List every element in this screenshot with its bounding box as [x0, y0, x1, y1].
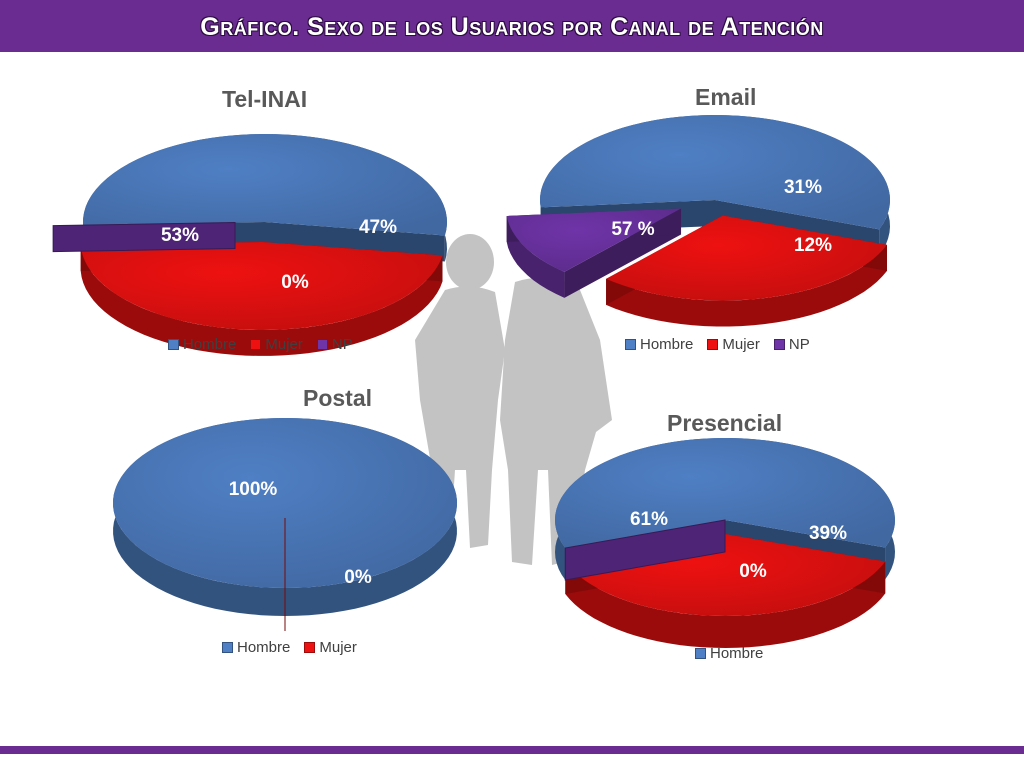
legend-label: Hombre [710, 645, 764, 662]
pie-plot [52, 134, 448, 356]
legend-label: Mujer [265, 336, 303, 353]
chart-postal: Postal Hombre Mujer 100% 0% [100, 385, 520, 675]
legend-label: Hombre [640, 336, 694, 353]
legend-swatch [222, 642, 233, 653]
legend-label: Mujer [319, 639, 357, 656]
legend-label: Mujer [722, 336, 760, 353]
data-label-hombre: 53% [160, 225, 200, 246]
chart-legend: Hombre Mujer [222, 639, 357, 656]
chart-email: Email Hombre Mujer NP 57 % 31% 12% [506, 80, 955, 370]
legend-item-mujer: Mujer [250, 336, 303, 353]
legend-item-mujer: Mujer [707, 336, 760, 353]
legend-swatch [625, 339, 636, 350]
legend-label: NP [331, 336, 353, 353]
legend-label: Hombre [237, 639, 291, 656]
legend-item-mujer: Mujer [304, 639, 357, 656]
page-title: Gráfico. Sexo de los Usuarios por Canal … [200, 13, 824, 41]
chart-title: Presencial [667, 410, 783, 436]
legend-label: Hombre [183, 336, 237, 353]
legend-item-np: NP [316, 336, 353, 353]
pie-slice-np [564, 519, 726, 581]
legend-swatch [304, 642, 316, 653]
pie-plot [506, 114, 890, 327]
data-label-mujer: 0% [344, 567, 372, 588]
legend-label: NP [788, 336, 810, 353]
pie-slice-np [506, 208, 682, 298]
data-label-hombre: 61% [629, 509, 669, 530]
data-label-np: 12% [793, 235, 833, 256]
legend-swatch [707, 339, 719, 350]
data-label-np: 0% [739, 561, 767, 582]
legend-swatch [168, 339, 179, 350]
pie-plot [113, 418, 457, 631]
legend-swatch [773, 339, 785, 350]
chart-presencial: Presencial Hombre 61% 39% 0% [540, 410, 960, 680]
pie-plot [555, 438, 895, 648]
data-label-mujer: 47% [358, 217, 398, 238]
header-bar: Gráfico. Sexo de los Usuarios por Canal … [0, 0, 1024, 52]
legend-swatch [695, 648, 706, 659]
pie-slice-mujer [606, 215, 887, 327]
pie-slice-hombre [113, 418, 457, 616]
chart-legend: Hombre Mujer NP [625, 336, 810, 353]
legend-item-hombre: Hombre [168, 336, 236, 353]
legend-item-hombre: Hombre [625, 336, 693, 353]
data-label-mujer: 31% [783, 177, 823, 198]
chart-tel-inai: Tel-INAI Hombre Mujer NP 53% 47% 0% [52, 80, 500, 370]
legend-item-hombre: Hombre [695, 645, 763, 662]
legend-swatch [316, 339, 328, 350]
legend-item-np: NP [773, 336, 810, 353]
chart-title: Email [695, 84, 757, 110]
data-label-hombre: 100% [228, 479, 278, 500]
chart-title: Tel-INAI [222, 86, 308, 112]
data-label-hombre: 57 % [611, 219, 655, 240]
chart-legend: Hombre Mujer NP [168, 336, 353, 353]
footer-bar [0, 746, 1024, 754]
chart-title: Postal [303, 385, 373, 411]
legend-item-hombre: Hombre [222, 639, 290, 656]
legend-swatch [250, 339, 262, 350]
chart-legend: Hombre [695, 645, 763, 662]
pie-slice-np [52, 222, 236, 253]
data-label-np: 0% [281, 272, 309, 293]
data-label-mujer: 39% [808, 523, 848, 544]
